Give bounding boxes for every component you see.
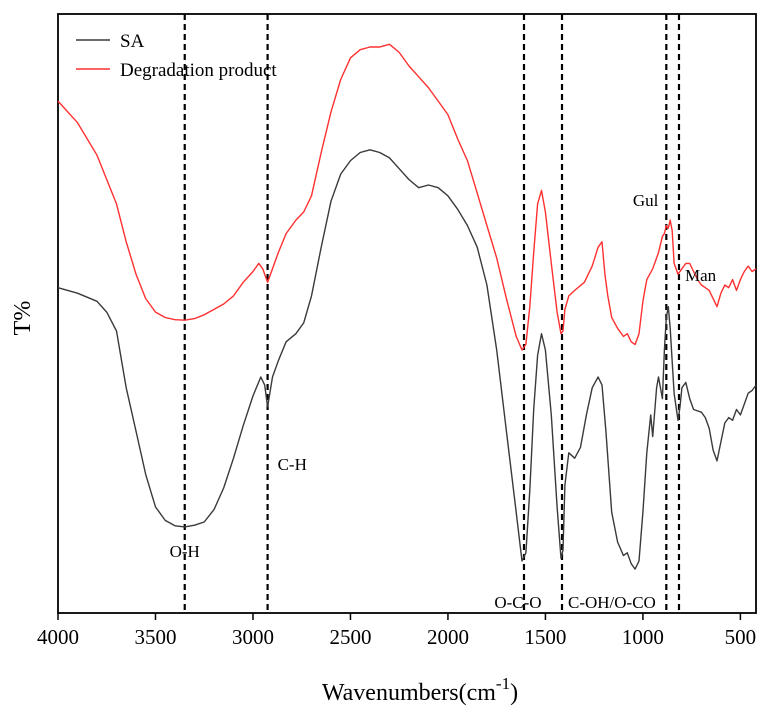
x-tick-label-3000: 3000 (232, 625, 274, 649)
annotation-c-h: C-H (278, 455, 307, 474)
x-axis-title: Wavenumbers(cm-1) (322, 674, 518, 706)
x-tick-label-1000: 1000 (622, 625, 664, 649)
plot-frame (57, 13, 757, 614)
legend-label-sa: SA (120, 31, 145, 52)
x-tick-label-3500: 3500 (134, 625, 176, 649)
annotation-o-h: O-H (170, 542, 200, 561)
x-tick-label-2500: 2500 (329, 625, 371, 649)
legend: SA Degradation product (76, 31, 277, 81)
x-tick-label-500: 500 (725, 625, 757, 649)
x-tick-label-2000: 2000 (427, 625, 469, 649)
legend-label-degradation-product: Degradation product (120, 60, 277, 81)
x-tick-label-4000: 4000 (37, 625, 79, 649)
annotation-o-c-o: O-C-O (494, 593, 541, 612)
x-tick-label-1500: 1500 (524, 625, 566, 649)
y-axis-title: T% (10, 301, 36, 336)
series-line-degradation-product (57, 43, 757, 351)
annotation-gul: Gul (633, 191, 659, 210)
annotation-man: Man (685, 266, 717, 285)
series-line-sa (57, 149, 757, 570)
annotation-c-oh-o-co: C-OH/O-CO (568, 593, 656, 612)
